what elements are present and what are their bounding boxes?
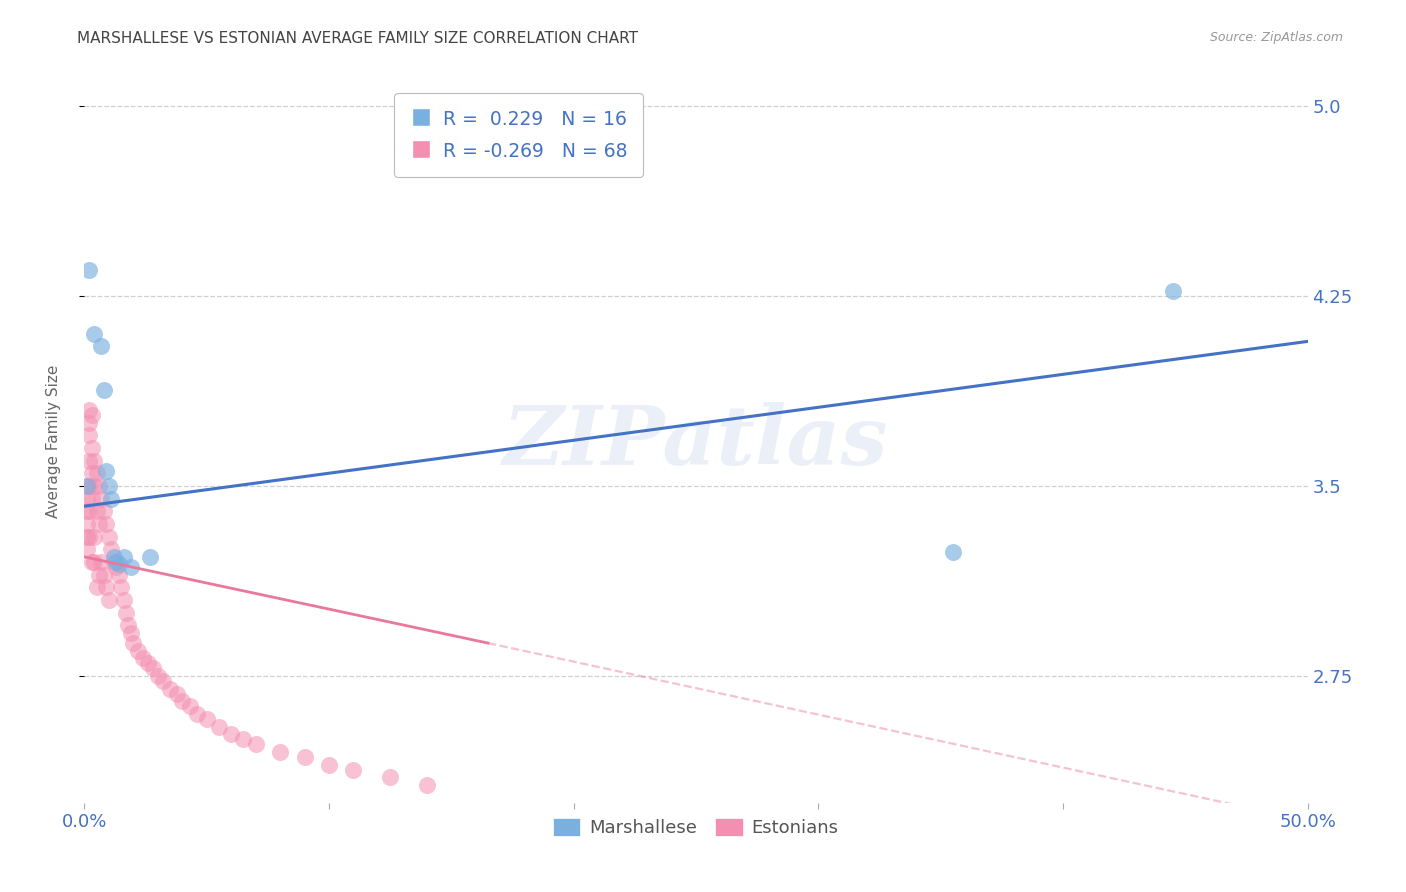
Point — [179, 699, 201, 714]
Point — [90, 491, 112, 506]
Point — [86, 580, 108, 594]
Point — [76, 542, 98, 557]
Point — [77, 479, 100, 493]
Point — [152, 674, 174, 689]
Point — [76, 504, 98, 518]
Point — [120, 626, 142, 640]
Point — [146, 669, 169, 683]
Point — [107, 567, 129, 582]
Point — [76, 479, 98, 493]
Point — [96, 580, 118, 594]
Point — [115, 606, 138, 620]
Point — [77, 504, 100, 518]
Y-axis label: Average Family Size: Average Family Size — [46, 365, 60, 518]
Point — [87, 479, 110, 493]
Point — [219, 727, 242, 741]
Point — [107, 558, 129, 572]
Point — [97, 479, 120, 493]
Point — [77, 428, 100, 442]
Point — [97, 593, 120, 607]
Point — [83, 530, 105, 544]
Point — [105, 560, 128, 574]
Point — [132, 651, 155, 665]
Point — [186, 707, 208, 722]
Point — [120, 560, 142, 574]
Point — [96, 464, 118, 478]
Point — [80, 467, 103, 481]
Point — [100, 542, 122, 557]
Legend: Marshallese, Estonians: Marshallese, Estonians — [546, 811, 846, 845]
Point — [380, 771, 402, 785]
Point — [294, 750, 316, 764]
Point — [127, 643, 149, 657]
Point — [942, 545, 965, 559]
Point — [76, 530, 98, 544]
Point — [245, 738, 267, 752]
Point — [83, 326, 105, 341]
Point — [86, 504, 108, 518]
Point — [80, 491, 103, 506]
Point — [269, 745, 291, 759]
Point — [90, 339, 112, 353]
Point — [77, 402, 100, 417]
Point — [103, 549, 125, 564]
Text: ZIPatlas: ZIPatlas — [503, 401, 889, 482]
Point — [77, 263, 100, 277]
Point — [112, 593, 135, 607]
Point — [76, 491, 98, 506]
Point — [342, 763, 364, 777]
Point — [136, 657, 159, 671]
Point — [77, 453, 100, 467]
Point — [90, 555, 112, 569]
Point — [195, 712, 218, 726]
Point — [96, 516, 118, 531]
Point — [97, 530, 120, 544]
Point — [416, 778, 439, 792]
Point — [86, 467, 108, 481]
Point — [87, 567, 110, 582]
Point — [80, 408, 103, 422]
Point — [76, 479, 98, 493]
Point — [83, 453, 105, 467]
Point — [110, 580, 132, 594]
Text: MARSHALLESE VS ESTONIAN AVERAGE FAMILY SIZE CORRELATION CHART: MARSHALLESE VS ESTONIAN AVERAGE FAMILY S… — [77, 31, 638, 46]
Point — [318, 757, 340, 772]
Point — [100, 491, 122, 506]
Point — [93, 567, 115, 582]
Point — [208, 720, 231, 734]
Point — [232, 732, 254, 747]
Point — [105, 555, 128, 569]
Point — [93, 504, 115, 518]
Point — [139, 549, 162, 564]
Point — [142, 661, 165, 675]
Point — [83, 555, 105, 569]
Point — [112, 549, 135, 564]
Point — [87, 516, 110, 531]
Point — [77, 530, 100, 544]
Point — [103, 555, 125, 569]
Text: Source: ZipAtlas.com: Source: ZipAtlas.com — [1209, 31, 1343, 45]
Point — [172, 694, 194, 708]
Point — [1161, 284, 1184, 298]
Point — [77, 416, 100, 430]
Point — [80, 441, 103, 455]
Point — [83, 479, 105, 493]
Point — [93, 383, 115, 397]
Point — [166, 687, 188, 701]
Point — [76, 516, 98, 531]
Point — [122, 636, 145, 650]
Point — [117, 618, 139, 632]
Point — [80, 555, 103, 569]
Point — [159, 681, 181, 696]
